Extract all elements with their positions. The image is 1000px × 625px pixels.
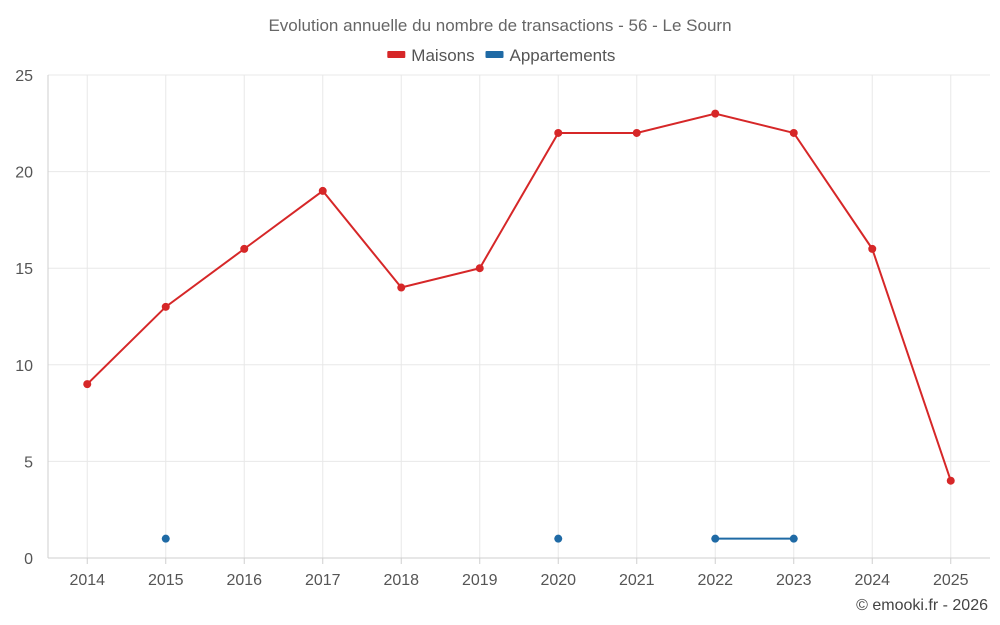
legend: Maisons Appartements <box>387 46 615 65</box>
legend-item-maisons[interactable]: Maisons <box>387 46 475 65</box>
legend-swatch <box>485 51 504 58</box>
legend-label: Appartements <box>510 46 616 65</box>
data-point-maisons[interactable] <box>632 128 641 137</box>
y-tick-label: 25 <box>15 68 33 85</box>
series-line-maisons <box>86 112 952 482</box>
legend-swatch <box>387 51 406 58</box>
data-point-appartements[interactable] <box>789 534 798 543</box>
x-tick-label: 2018 <box>383 572 419 589</box>
series-appartements <box>161 534 798 543</box>
grid <box>48 74 990 558</box>
data-point-maisons[interactable] <box>161 302 170 311</box>
data-point-maisons[interactable] <box>318 186 327 195</box>
y-tick-label: 0 <box>24 551 33 568</box>
chart-title: Evolution annuelle du nombre de transact… <box>268 16 731 35</box>
x-tick-label: 2020 <box>540 572 576 589</box>
x-tick-label: 2025 <box>933 572 969 589</box>
x-tick-label: 2019 <box>462 572 498 589</box>
y-tick-label: 5 <box>24 454 33 471</box>
data-point-appartements[interactable] <box>161 534 170 543</box>
legend-item-appartements[interactable]: Appartements <box>485 46 616 65</box>
x-tick-label: 2014 <box>69 572 105 589</box>
x-tick-label: 2022 <box>697 572 733 589</box>
data-point-maisons[interactable] <box>240 244 249 253</box>
x-tick-label: 2015 <box>148 572 184 589</box>
data-point-maisons[interactable] <box>789 128 798 137</box>
data-point-maisons[interactable] <box>946 476 955 485</box>
x-tick-label: 2016 <box>226 572 262 589</box>
data-point-maisons[interactable] <box>868 244 877 253</box>
series <box>83 109 955 543</box>
data-point-maisons[interactable] <box>475 264 484 273</box>
y-tick-label: 20 <box>15 165 33 182</box>
x-tick-label: 2021 <box>619 572 655 589</box>
x-tick-label: 2017 <box>305 572 341 589</box>
x-tick-label: 2024 <box>854 572 890 589</box>
legend-label: Maisons <box>411 46 474 65</box>
data-point-appartements[interactable] <box>711 534 720 543</box>
x-tick-label: 2023 <box>776 572 812 589</box>
series-maisons <box>83 109 955 485</box>
credit-text: © emooki.fr - 2026 <box>856 597 988 614</box>
data-point-maisons[interactable] <box>554 128 563 137</box>
data-point-maisons[interactable] <box>711 109 720 118</box>
data-point-maisons[interactable] <box>83 380 92 389</box>
y-tick-label: 15 <box>15 261 33 278</box>
data-point-appartements[interactable] <box>554 534 563 543</box>
y-tick-label: 10 <box>15 358 33 375</box>
data-point-maisons[interactable] <box>397 283 406 292</box>
